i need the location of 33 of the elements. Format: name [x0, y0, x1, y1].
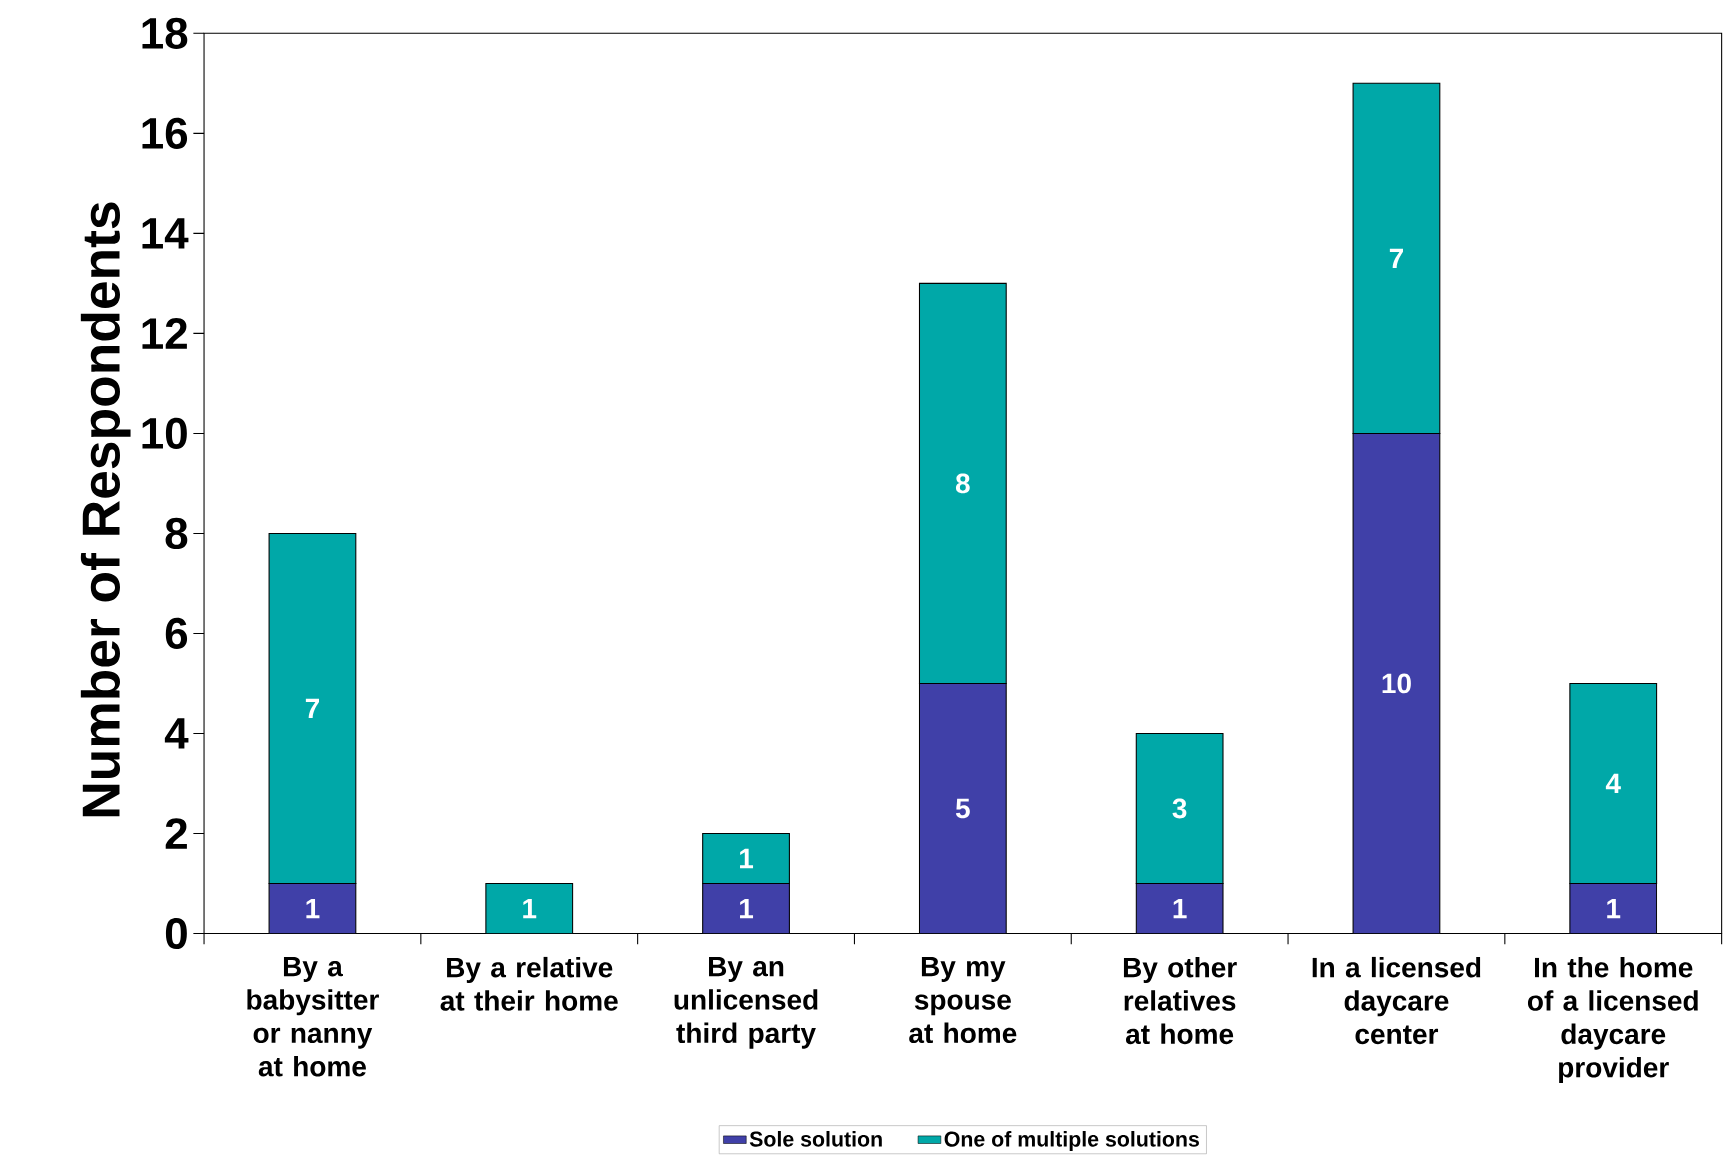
- y-tick-label: 16: [142, 117, 188, 149]
- data-label: 5: [955, 798, 970, 819]
- data-label: 1: [523, 898, 537, 919]
- data-label: 7: [305, 698, 319, 718]
- data-label: 1: [740, 898, 754, 919]
- legend-label: Sole solution: [749, 1130, 882, 1147]
- y-tick-label: 8: [165, 517, 188, 549]
- x-tick-label: By an unlicensed third party: [674, 956, 818, 1049]
- y-axis-title: Number of Respondents: [80, 202, 131, 817]
- data-label: 1: [740, 848, 754, 869]
- data-label: 10: [1382, 673, 1411, 694]
- legend-label: One of multiple solutions: [944, 1130, 1199, 1151]
- data-label: 1: [1173, 898, 1187, 919]
- x-tick-label: By a babysitter or nanny at home: [247, 956, 379, 1077]
- x-tick-label: By other relatives at home: [1123, 956, 1237, 1045]
- data-label: 1: [306, 898, 320, 919]
- data-label: 4: [1605, 773, 1621, 793]
- data-label: 1: [1607, 898, 1621, 919]
- y-tick-label: 4: [164, 718, 189, 749]
- y-tick-label: 12: [142, 317, 187, 349]
- y-tick-label: 6: [165, 617, 188, 649]
- y-tick-label: 2: [165, 818, 187, 849]
- x-tick-label: By a relative at their home: [440, 956, 618, 1011]
- data-label: 7: [1389, 248, 1403, 268]
- data-label: 8: [955, 473, 970, 494]
- y-tick-label: 10: [142, 417, 187, 449]
- y-tick-label: 0: [165, 917, 187, 949]
- y-tick-label: 18: [142, 17, 188, 49]
- x-tick-label: In the home of a licensed daycare provider: [1527, 956, 1698, 1083]
- y-tick-label: 14: [142, 218, 189, 249]
- x-tick-label: By my spouse at home: [909, 956, 1017, 1043]
- x-tick-label: In a licensed daycare center: [1312, 956, 1481, 1045]
- data-label: 3: [1172, 798, 1187, 819]
